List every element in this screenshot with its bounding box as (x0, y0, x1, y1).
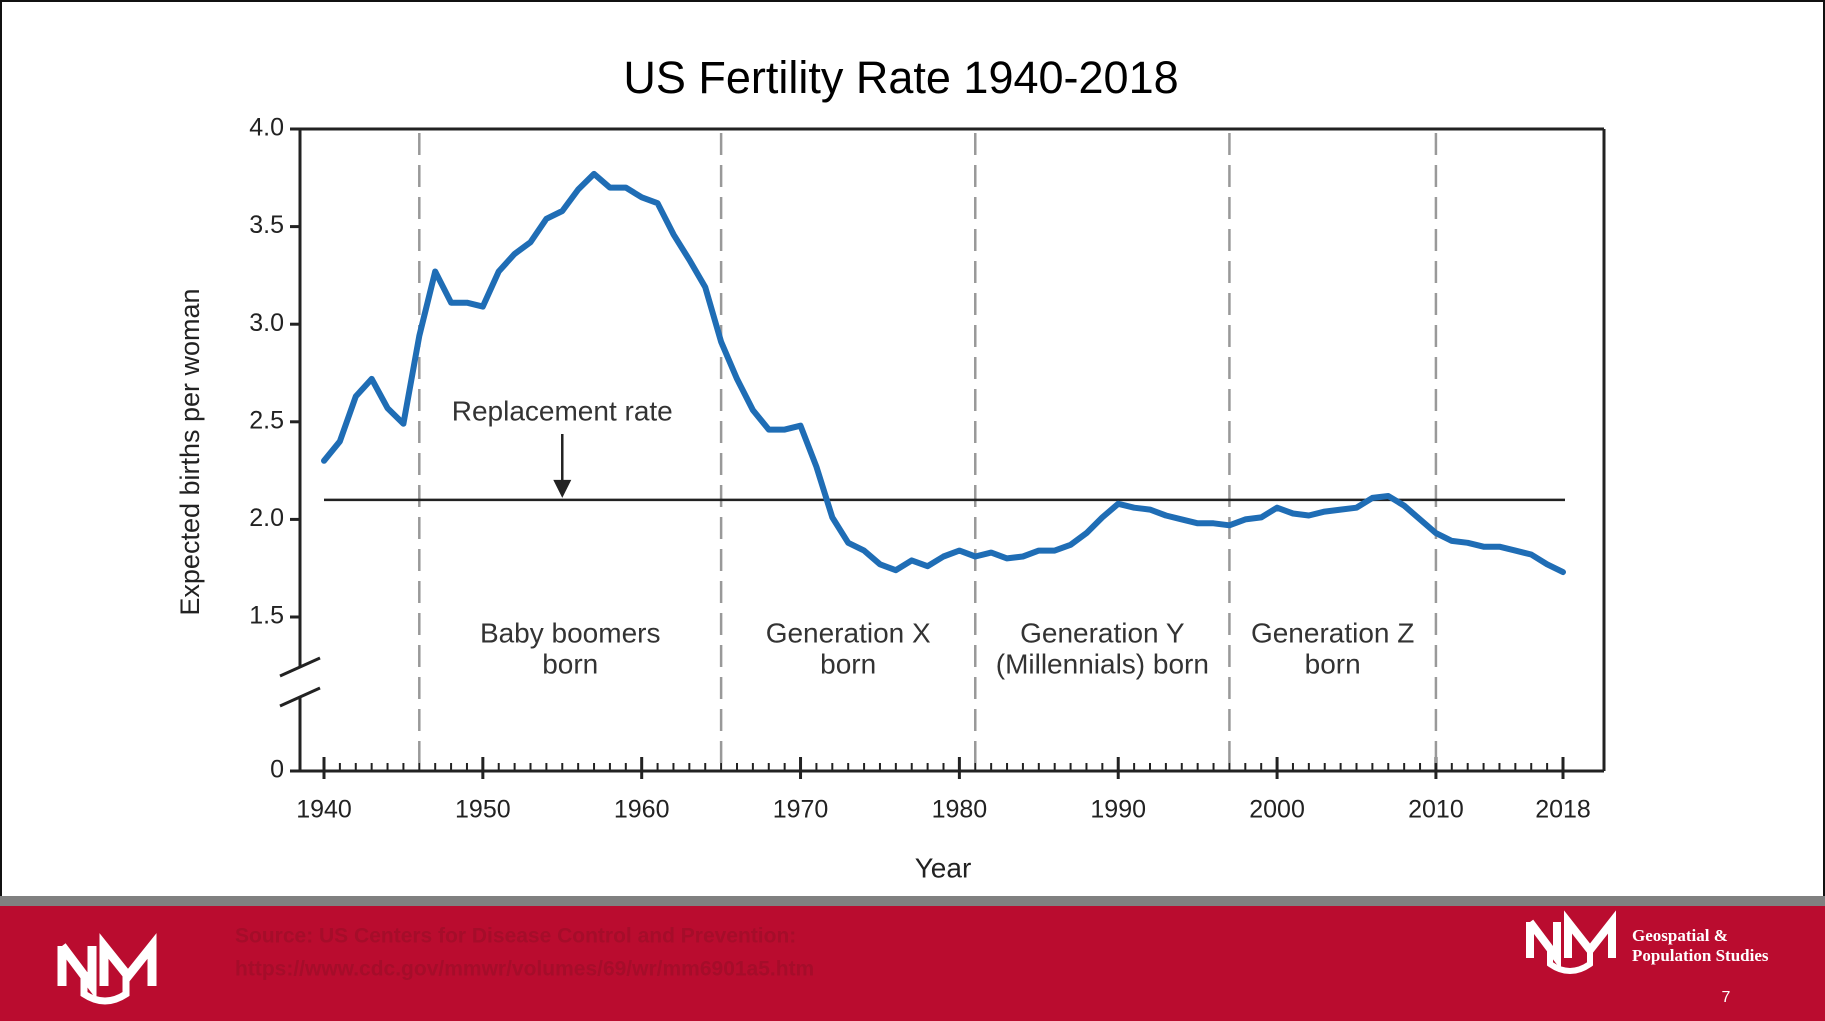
y-tick-label: 3.5 (249, 211, 284, 239)
x-tick-label: 1960 (614, 796, 670, 824)
axis-break (279, 656, 321, 678)
x-tick-label: 2010 (1408, 796, 1464, 824)
generation-label: born (542, 648, 598, 679)
reference-arrowhead (553, 479, 572, 498)
footer-band (0, 906, 1825, 1021)
x-tick-label: 1980 (932, 796, 988, 824)
source-text: Source: US Centers for Disease Control a… (235, 925, 796, 948)
page-number: 7 (1722, 989, 1731, 1006)
generation-label: born (1305, 648, 1361, 679)
generation-label: (Millennials) born (996, 648, 1209, 679)
y-tick-label: 2.5 (249, 406, 284, 434)
generation-label: Generation Y (1020, 617, 1185, 648)
footer-strip (0, 896, 1825, 906)
generation-label: Generation Z (1251, 617, 1414, 648)
y-tick-label: 4.0 (249, 114, 284, 142)
x-tick-label: 1950 (455, 796, 511, 824)
org-name: Geospatial & (1632, 926, 1728, 945)
logo-left (57, 933, 157, 1005)
logo-right (1526, 910, 1616, 974)
org-name: Population Studies (1632, 946, 1769, 965)
y-tick-label: 0 (270, 756, 284, 784)
y-tick-label: 3.0 (249, 309, 284, 337)
x-tick-label: 1990 (1090, 796, 1146, 824)
axis-break (279, 686, 321, 708)
x-tick-label: 2018 (1535, 796, 1591, 824)
source-text: https://www.cdc.gov/mmwr/volumes/69/wr/m… (235, 958, 814, 981)
x-tick-label: 1940 (296, 796, 352, 824)
y-tick-label: 2.0 (249, 504, 284, 532)
line-series (321, 170, 1566, 576)
y-tick-label: 1.5 (249, 602, 284, 630)
generation-label: Generation X (766, 617, 931, 648)
chart-title: US Fertility Rate 1940-2018 (623, 52, 1178, 103)
generation-label: Baby boomers (480, 617, 661, 648)
generation-label: born (820, 648, 876, 679)
x-tick-label: 2000 (1249, 796, 1305, 824)
reference-label: Replacement rate (452, 395, 673, 426)
x-tick-label: 1970 (773, 796, 829, 824)
y-axis-label: Expected births per woman (175, 288, 205, 615)
x-axis-label: Year (915, 852, 972, 883)
